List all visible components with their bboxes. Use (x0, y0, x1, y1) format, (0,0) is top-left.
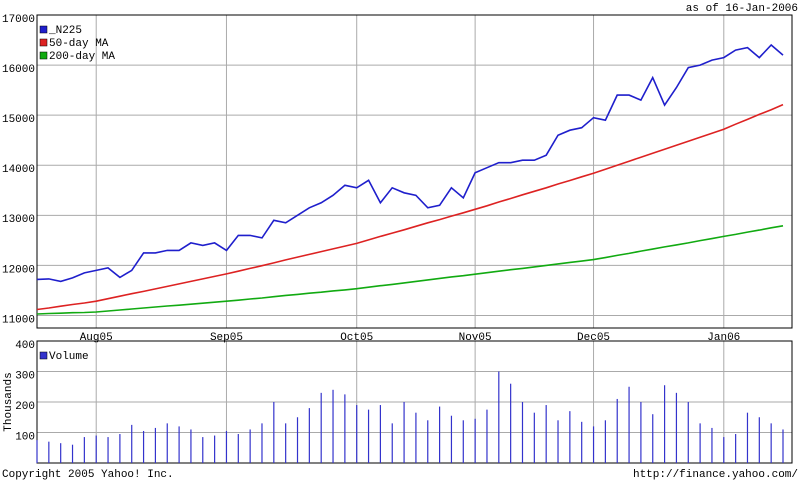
y-tick-label: 100 (15, 431, 35, 443)
copyright: Copyright 2005 Yahoo! Inc. (2, 469, 174, 481)
legend-label: _N225 (48, 25, 82, 37)
y-tick-label: 200 (15, 401, 35, 413)
y-tick-label: 15000 (2, 114, 35, 126)
as-of: as of 16-Jan-2006 (686, 3, 798, 15)
y-tick-label: 13000 (2, 214, 35, 226)
line-series (36, 225, 784, 315)
y-tick-label: 16000 (2, 64, 35, 76)
y-tick-label: 17000 (2, 14, 35, 26)
line-series (36, 43, 784, 283)
legend-swatch (39, 38, 48, 47)
source-url: http://finance.yahoo.com/ (633, 469, 798, 481)
y-tick-label: 14000 (2, 164, 35, 176)
y-tick-label: 300 (15, 370, 35, 382)
plot-frame (36, 14, 793, 329)
y-tick-label: 12000 (2, 264, 35, 276)
y-tick-label: 400 (15, 340, 35, 352)
legend-label: 200-day MA (49, 51, 115, 63)
y-axis-label: Thousands (3, 372, 15, 431)
legend-swatch (39, 25, 48, 34)
plot-frame (36, 340, 793, 464)
legend-label: 50-day MA (49, 38, 109, 50)
y-tick-label: 11000 (2, 314, 35, 326)
legend-swatch (39, 351, 48, 360)
legend-swatch (39, 51, 48, 60)
line-series (36, 103, 784, 311)
legend-label: Volume (49, 351, 89, 363)
